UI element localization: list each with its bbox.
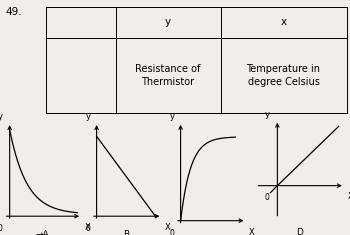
Text: x: x — [280, 17, 287, 27]
Text: 49.: 49. — [5, 7, 22, 17]
Text: y: y — [86, 112, 91, 121]
Text: X: X — [347, 192, 350, 201]
Text: Temperature in
degree Celsius: Temperature in degree Celsius — [246, 64, 321, 87]
Text: y: y — [264, 110, 270, 119]
Text: D: D — [296, 228, 303, 235]
Text: X: X — [164, 223, 170, 232]
Text: 0: 0 — [265, 193, 269, 202]
Text: 0: 0 — [86, 224, 91, 233]
Text: y: y — [0, 112, 3, 121]
Text: B: B — [123, 230, 129, 235]
Text: →A: →A — [35, 230, 49, 235]
Text: X: X — [84, 223, 90, 232]
Text: y: y — [165, 17, 171, 27]
Text: 0: 0 — [0, 224, 3, 233]
Text: y: y — [170, 112, 175, 121]
Text: X: X — [248, 228, 254, 235]
Text: 0: 0 — [170, 229, 175, 235]
Text: Resistance of
Thermistor: Resistance of Thermistor — [135, 64, 201, 87]
